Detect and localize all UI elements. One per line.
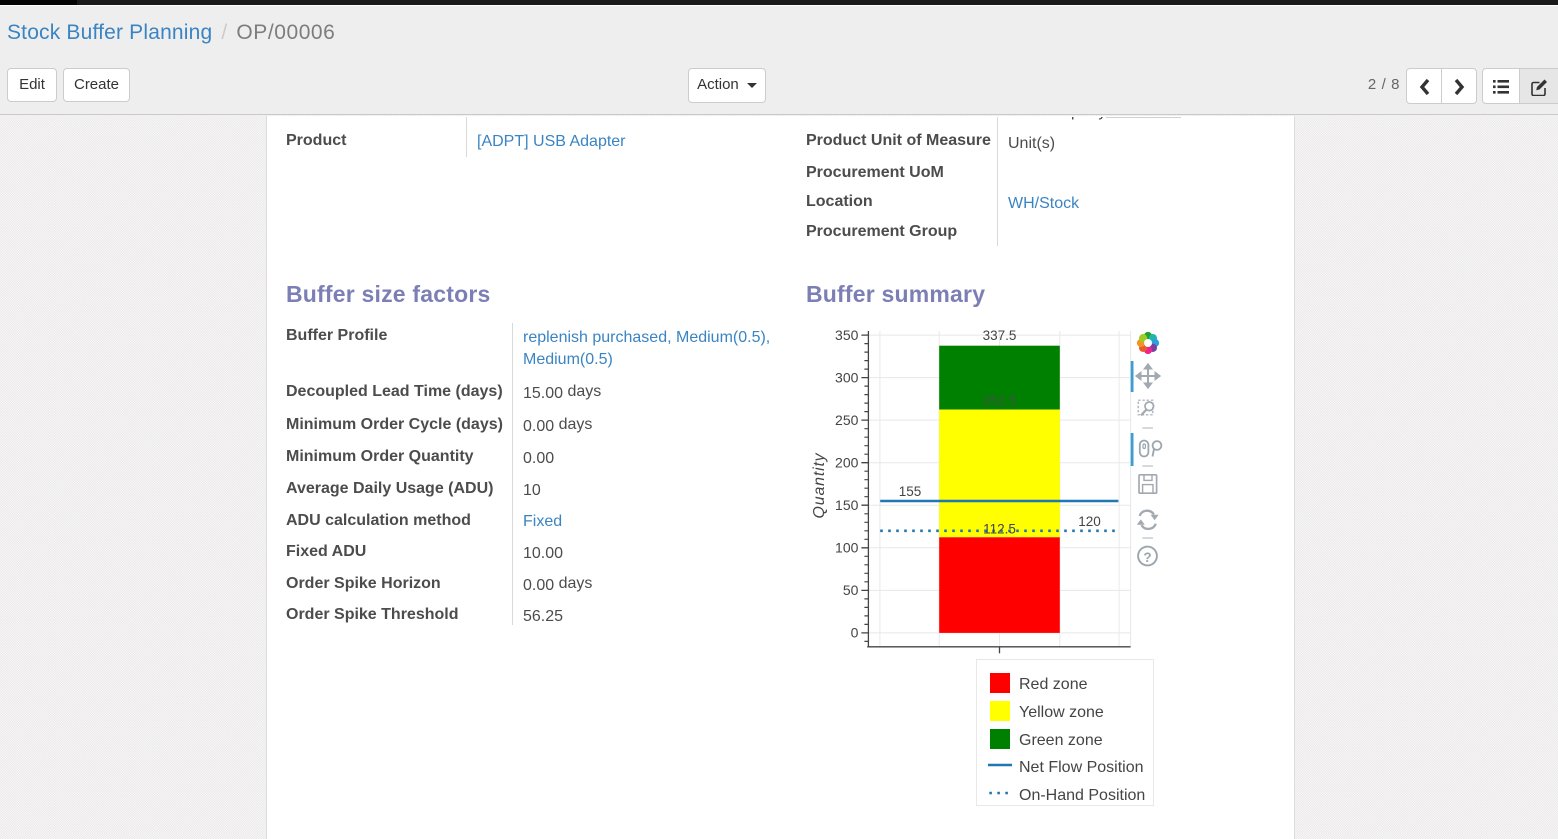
svg-text:337.5: 337.5: [983, 328, 1017, 343]
svg-text:120: 120: [1078, 514, 1101, 529]
svg-text:150: 150: [835, 497, 859, 513]
svg-text:?: ?: [1143, 550, 1151, 565]
svg-text:0: 0: [851, 625, 859, 641]
svg-text:250: 250: [835, 412, 859, 428]
svg-text:200: 200: [835, 454, 859, 470]
svg-text:350: 350: [835, 327, 859, 343]
svg-text:112.5: 112.5: [983, 522, 1016, 537]
svg-text:262.5: 262.5: [983, 393, 1017, 408]
svg-text:100: 100: [835, 540, 859, 556]
svg-text:Quantity: Quantity: [811, 452, 828, 518]
svg-text:50: 50: [843, 582, 859, 598]
svg-text:300: 300: [835, 369, 859, 385]
svg-text:155: 155: [899, 484, 922, 499]
